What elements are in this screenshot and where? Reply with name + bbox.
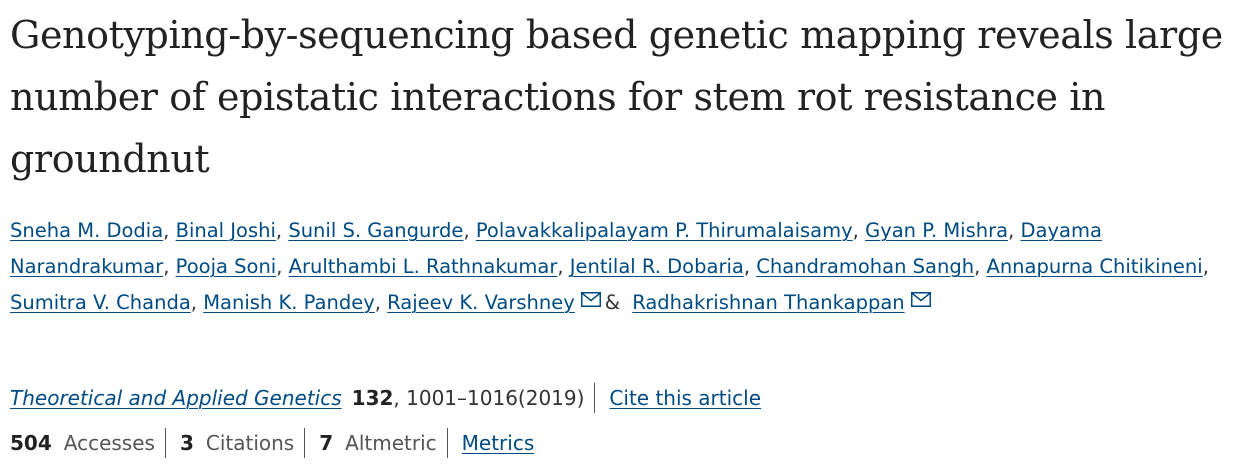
accesses-count: 504 — [10, 431, 52, 455]
journal-pages-year: , 1001–1016(2019) — [393, 386, 585, 410]
article-metrics: 504 Accesses 3 Citations 7 Altmetric Metrics — [10, 425, 534, 461]
author-item: Polavakkalipalayam P. Thirumalaisamy, — [476, 219, 865, 242]
author-item: Sunil S. Gangurde, — [288, 219, 476, 242]
author-link[interactable]: Manish K. Pandey — [203, 291, 375, 314]
author-separator: , — [275, 219, 289, 242]
author-link[interactable]: Jentilal R. Dobaria — [569, 255, 744, 278]
article-title: Genotyping-by-sequencing based genetic m… — [10, 13, 1223, 181]
divider — [164, 428, 166, 458]
altmetric-count: 7 — [319, 431, 334, 455]
divider — [594, 383, 596, 413]
author-conjunction: & — [604, 291, 621, 314]
author-separator: , — [1008, 219, 1021, 242]
author-separator: , — [852, 219, 866, 242]
author-link[interactable]: Dayama Narandrakumar — [10, 219, 1102, 278]
author-separator: , — [974, 255, 987, 278]
journal-volume: 132 — [351, 386, 394, 410]
author-item: Annapurna Chitikineni, — [986, 255, 1208, 278]
author-list: Sneha M. Dodia, Binal Joshi, Sunil S. Ga… — [10, 213, 1235, 321]
author-separator: , — [163, 255, 176, 278]
citations-count: 3 — [179, 431, 194, 455]
cite-article-link[interactable]: Cite this article — [609, 386, 762, 410]
author-item: Radhakrishnan Thankappan — [632, 291, 931, 314]
author-item: Binal Joshi, — [176, 219, 289, 242]
author-link[interactable]: Chandramohan Sangh — [756, 255, 975, 278]
author-item: Manish K. Pandey, — [203, 291, 387, 314]
author-item: Sneha M. Dodia, — [10, 219, 176, 242]
author-link[interactable]: Polavakkalipalayam P. Thirumalaisamy — [475, 219, 853, 242]
author-item: Gyan P. Mishra, — [865, 219, 1020, 242]
author-item: Dayama Narandrakumar, — [10, 219, 1102, 278]
author-item: Jentilal R. Dobaria, — [570, 255, 756, 278]
envelope-icon[interactable] — [910, 292, 931, 307]
divider — [304, 428, 306, 458]
author-separator: , — [374, 291, 388, 314]
altmetric-label: Altmetric — [345, 431, 437, 455]
author-link[interactable]: Gyan P. Mishra — [865, 219, 1009, 242]
author-link[interactable]: Arulthambi L. Rathnakumar — [288, 255, 558, 278]
author-separator: , — [276, 255, 289, 278]
author-separator: , — [163, 219, 176, 242]
author-item: Rajeev K. Varshney & — [387, 291, 626, 314]
divider — [446, 428, 448, 458]
author-link[interactable]: Sumitra V. Chanda — [10, 291, 191, 314]
citations-label: Citations — [205, 431, 295, 455]
envelope-icon[interactable] — [580, 292, 601, 307]
accesses-label: Accesses — [63, 431, 155, 455]
author-link[interactable]: Pooja Soni — [175, 255, 277, 278]
author-link[interactable]: Sunil S. Gangurde — [288, 219, 464, 242]
author-item: Sumitra V. Chanda, — [10, 291, 203, 314]
author-link[interactable]: Binal Joshi — [175, 219, 276, 242]
author-link[interactable]: Sneha M. Dodia — [10, 219, 164, 242]
author-separator: , — [743, 255, 757, 278]
author-item: Chandramohan Sangh, — [756, 255, 986, 278]
author-item: Arulthambi L. Rathnakumar, — [289, 255, 570, 278]
author-item: Pooja Soni, — [176, 255, 289, 278]
author-link[interactable]: Annapurna Chitikineni — [986, 255, 1203, 278]
metrics-link[interactable]: Metrics — [461, 431, 535, 455]
author-separator: , — [557, 255, 570, 278]
author-link[interactable]: Radhakrishnan Thankappan — [632, 291, 905, 314]
citation-line: Theoretical and Applied Genetics 132, 100… — [10, 380, 761, 416]
author-separator: , — [1202, 255, 1209, 278]
author-link[interactable]: Rajeev K. Varshney — [387, 291, 575, 314]
author-separator: , — [463, 219, 476, 242]
journal-link[interactable]: Theoretical and Applied Genetics — [10, 386, 342, 410]
author-separator: , — [190, 291, 204, 314]
